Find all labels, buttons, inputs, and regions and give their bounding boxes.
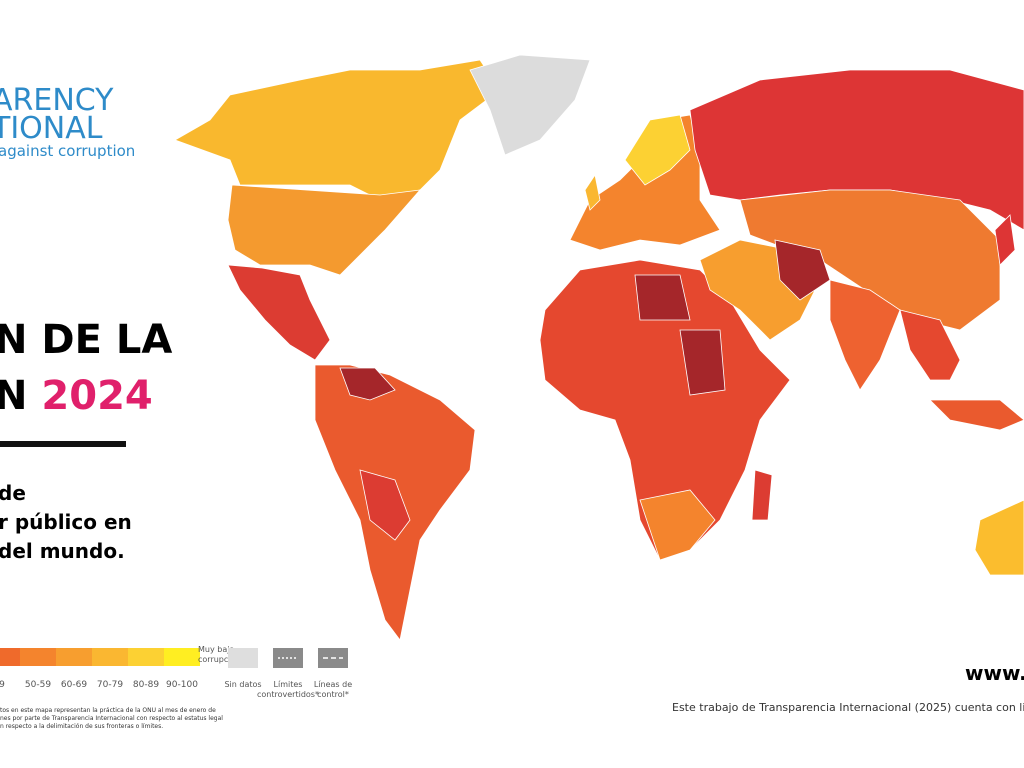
world-map: [174, 54, 1024, 641]
region: [929, 399, 1024, 431]
legend-swatch: [92, 648, 128, 666]
legend-swatch: [228, 648, 258, 668]
legend-swatch: [56, 648, 92, 666]
region: [751, 469, 773, 521]
region: [174, 59, 501, 201]
legend: 9 50-59 60-69 70-79 80-89 90-100 Muy bajacorru…: [0, 645, 352, 699]
footnote: tos en este mapa representan la práctica…: [0, 707, 223, 730]
region: [679, 329, 726, 396]
region: [539, 259, 791, 561]
legend-label: 80-89: [133, 680, 159, 690]
subtitle-line: r público en: [0, 510, 132, 534]
footnote-line: n respecto a la delimitación de sus fron…: [0, 723, 163, 730]
legend-label: controvertidos*: [257, 690, 319, 699]
region: [227, 264, 331, 361]
legend-label: 60-69: [61, 680, 87, 690]
legend-label: 70-79: [97, 680, 123, 690]
region: [899, 309, 961, 381]
logo-text: ARENCY: [0, 83, 114, 118]
subtitle-line: de: [0, 481, 26, 505]
footnote-line: nes por parte de Transparencia Internaci…: [0, 715, 223, 722]
website: www.: [965, 661, 1024, 685]
legend-label: 9: [0, 680, 5, 690]
logo-tagline: against corruption: [0, 142, 135, 160]
legend-swatch: [164, 648, 200, 666]
divider: [0, 441, 126, 447]
region: [994, 214, 1016, 266]
legend-swatch: [128, 648, 164, 666]
legend-label: Líneas de: [314, 680, 352, 689]
legend-label: Muy baja: [198, 645, 234, 654]
title: N 2024: [0, 373, 153, 419]
license: Este trabajo de Transparencia Internacio…: [672, 701, 1024, 714]
title: N DE LA: [0, 317, 172, 363]
legend-swatch: [0, 648, 20, 666]
region: [584, 173, 601, 211]
region: [227, 184, 421, 276]
title-year: 2024: [41, 373, 152, 419]
region: [974, 499, 1024, 576]
legend-label: 90-100: [166, 680, 198, 690]
region: [634, 274, 691, 321]
region: [469, 54, 591, 156]
region: [624, 114, 691, 186]
region: [774, 239, 831, 301]
title-word: N: [0, 373, 27, 419]
region: [359, 469, 411, 541]
legend-label: Sin datos: [224, 680, 261, 689]
subtitle: de r público en del mundo.: [0, 481, 132, 563]
region: [829, 279, 901, 391]
footnote-line: tos en este mapa representan la práctica…: [0, 707, 216, 714]
legend-label: control*: [317, 690, 349, 699]
legend-label: 50-59: [25, 680, 51, 690]
legend-label: corrupción: [198, 654, 240, 664]
region: [339, 367, 396, 401]
legend-label: Límites: [274, 680, 303, 689]
region: [639, 489, 716, 561]
subtitle-line: del mundo.: [0, 539, 125, 563]
logo-text: TIONAL: [0, 111, 103, 146]
logo: ARENCY TIONAL against corruption: [0, 83, 135, 160]
legend-swatch: [20, 648, 56, 666]
